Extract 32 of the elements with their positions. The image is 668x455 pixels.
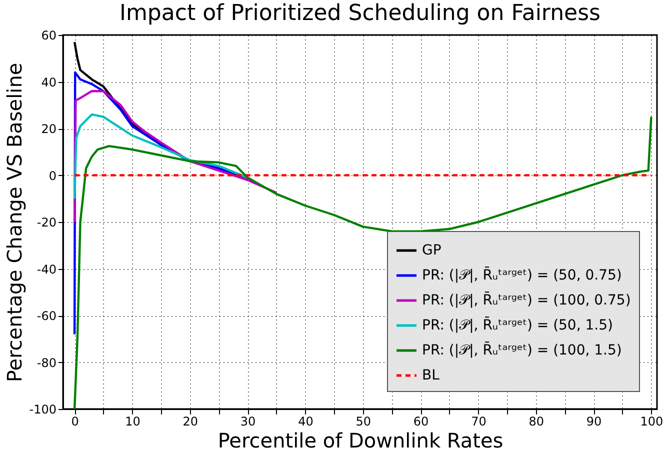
y-tick-label: -100 (29, 402, 56, 416)
x-tick-label: 100 (640, 414, 664, 428)
x-tick-label: 60 (413, 414, 429, 428)
y-tick-label: 60 (41, 28, 56, 42)
x-tick-label: 40 (298, 414, 314, 428)
x-tick-label: 50 (356, 414, 372, 428)
x-tick-label: 0 (71, 414, 79, 428)
y-tick-label: -20 (36, 216, 56, 230)
y-axis-title: Percentage Change VS Baseline (2, 62, 26, 382)
legend-label: PR: (|𝒫|, R̄ᵤᵗᵃʳᵍᵉᵗ) = (100, 0.75) (422, 290, 631, 308)
y-tick-label: -60 (36, 309, 56, 323)
y-tick-label: 20 (41, 122, 56, 136)
legend-label: GP (422, 242, 442, 258)
x-tick-label: 70 (471, 414, 486, 428)
x-tick-label: 10 (125, 414, 140, 428)
x-tick-label: 30 (240, 414, 256, 428)
x-tick-label: 90 (586, 414, 602, 428)
y-tick-label: -80 (36, 356, 56, 370)
x-tick-label: 80 (528, 414, 544, 428)
x-axis-title: Percentile of Downlink Rates (218, 428, 504, 452)
legend-label: BL (422, 368, 440, 384)
legend-label: PR: (|𝒫|, R̄ᵤᵗᵃʳᵍᵉᵗ) = (50, 0.75) (422, 266, 622, 284)
y-tick-label: 40 (41, 75, 56, 90)
line-series (73, 113, 249, 200)
line-series (73, 90, 278, 224)
x-tick-label: 20 (182, 414, 198, 428)
chart-title: Impact of Prioritized Scheduling on Fairness (120, 1, 600, 26)
legend-label: PR: (|𝒫|, R̄ᵤᵗᵃʳᵍᵉᵗ) = (50, 1.5) (422, 316, 613, 334)
y-tick-label: -40 (36, 262, 56, 276)
legend-label: PR: (|𝒫|, R̄ᵤᵗᵃʳᵍᵉᵗ) = (100, 1.5) (422, 340, 622, 358)
y-tick-label: 0 (48, 168, 56, 183)
line-series (73, 116, 652, 409)
